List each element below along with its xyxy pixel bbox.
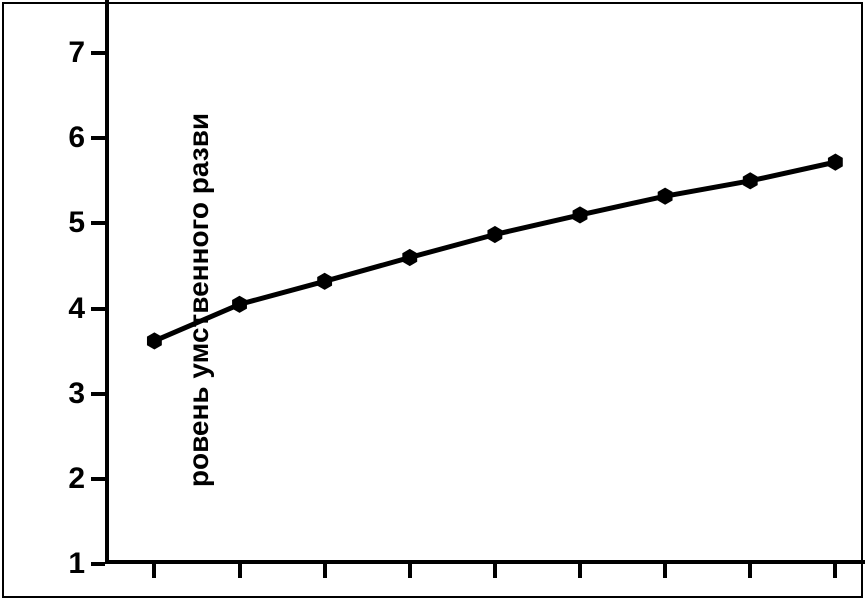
y-tick [91, 562, 105, 566]
x-tick [833, 564, 837, 578]
series-line [154, 162, 835, 341]
y-tick [91, 307, 105, 311]
chart-frame: ровень умственного разви 12345678 [0, 0, 865, 600]
y-tick [91, 221, 105, 225]
y-tick-label: 7 [45, 36, 85, 70]
y-tick-label: 2 [45, 462, 85, 496]
y-tick-label: 3 [45, 377, 85, 411]
data-marker [743, 173, 757, 189]
y-tick [91, 136, 105, 140]
y-tick [91, 392, 105, 396]
data-marker [318, 273, 332, 289]
x-tick [408, 564, 412, 578]
data-marker [233, 296, 247, 312]
x-tick [238, 564, 242, 578]
y-tick [91, 51, 105, 55]
x-tick [493, 564, 497, 578]
data-marker [573, 207, 587, 223]
x-tick [323, 564, 327, 578]
data-marker [828, 154, 842, 170]
x-tick [152, 564, 156, 578]
data-marker [147, 333, 161, 349]
data-marker [488, 227, 502, 243]
x-tick [578, 564, 582, 578]
plot-area: 12345678 [105, 0, 865, 564]
y-tick-label: 5 [45, 206, 85, 240]
data-marker [658, 188, 672, 204]
y-tick-label: 6 [45, 121, 85, 155]
line-series [105, 0, 865, 564]
y-tick-label: 4 [45, 292, 85, 326]
y-tick [91, 477, 105, 481]
x-tick [663, 564, 667, 578]
data-marker [403, 249, 417, 265]
y-tick-label: 1 [45, 547, 85, 581]
x-tick [748, 564, 752, 578]
